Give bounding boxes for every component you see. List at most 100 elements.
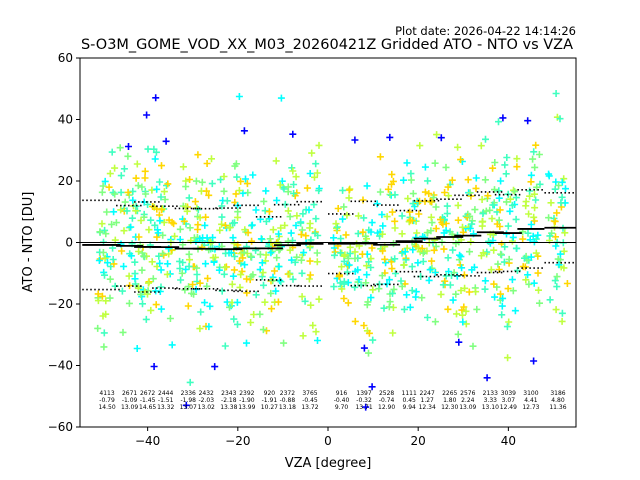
scatter-point (459, 228, 467, 236)
scatter-point (205, 323, 213, 331)
scatter-point (210, 257, 218, 265)
scatter-point (286, 213, 294, 221)
scatter-point (151, 155, 159, 163)
bin-mean-label: 3.33 (484, 397, 498, 404)
scatter-point (428, 198, 436, 206)
scatter-point (293, 253, 301, 261)
scatter-point (362, 232, 370, 240)
scatter-point (363, 262, 371, 270)
scatter-point (386, 298, 394, 306)
scatter-point (124, 188, 132, 196)
scatter-point (160, 188, 168, 196)
scatter-point (311, 173, 318, 181)
scatter-point (535, 286, 542, 294)
scatter-point (185, 262, 193, 270)
scatter-point (125, 143, 132, 150)
scatter-point (288, 256, 296, 264)
scatter-point (168, 218, 176, 226)
scatter-point (424, 229, 432, 237)
bin-mean-label: -2.03 (198, 397, 214, 404)
scatter-point (391, 217, 399, 225)
scatter-point (315, 187, 323, 195)
x-tick-label: −20 (225, 434, 250, 448)
scatter-point (530, 148, 538, 156)
scatter-point (118, 287, 126, 295)
scatter-point (416, 142, 424, 150)
scatter-point (380, 304, 388, 312)
scatter-point (237, 271, 245, 279)
scatter-point (289, 167, 297, 175)
scatter-point (510, 186, 517, 194)
scatter-point (521, 254, 528, 262)
scatter-point (300, 249, 308, 257)
scatter-point (268, 305, 275, 313)
scatter-point (123, 207, 131, 215)
scatter-point (133, 160, 141, 168)
scatter-point (364, 298, 372, 306)
scatter-point (495, 194, 503, 202)
scatter-point (144, 145, 152, 153)
scatter-point (256, 310, 264, 318)
scatter-point (455, 338, 463, 346)
scatter-point (298, 226, 306, 234)
x-axis-label: VZA [degree] (285, 456, 372, 471)
scatter-point (119, 328, 127, 336)
bin-count-label: 2671 (122, 390, 137, 397)
bin-count-label: 1111 (402, 390, 417, 397)
scatter-point (151, 221, 159, 229)
scatter-point (431, 159, 439, 167)
scatter-point (186, 224, 194, 232)
bin-std-label: 12.49 (500, 404, 517, 411)
scatter-point (467, 238, 475, 246)
scatter-point (495, 187, 503, 195)
scatter-point (158, 162, 165, 170)
scatter-point (301, 297, 309, 305)
scatter-point (211, 253, 219, 261)
scatter-point (409, 190, 417, 198)
scatter-point (481, 277, 489, 285)
scatter-point (408, 263, 416, 271)
scatter-point (466, 189, 474, 197)
scatter-point (392, 270, 399, 277)
scatter-point (552, 306, 560, 314)
y-tick-label: 20 (58, 174, 73, 188)
scatter-point (418, 294, 426, 302)
scatter-point (108, 220, 116, 228)
scatter-point (546, 232, 554, 240)
scatter-point (162, 137, 170, 145)
scatter-point (391, 224, 399, 232)
scatter-point (484, 192, 492, 200)
scatter-point (524, 117, 532, 125)
scatter-point (468, 220, 476, 228)
bin-count-label: 2392 (239, 390, 254, 397)
scatter-point (274, 298, 282, 306)
bin-count-label: 2444 (158, 390, 173, 397)
scatter-point (99, 182, 107, 190)
scatter-point (508, 201, 516, 209)
scatter-point (202, 260, 209, 268)
scatter-point (473, 305, 481, 313)
scatter-point (440, 229, 448, 237)
scatter-point (440, 245, 448, 253)
x-tick-label: 20 (411, 434, 426, 448)
scatter-point (315, 295, 323, 303)
scatter-point (556, 250, 564, 258)
scatter-point (100, 329, 108, 337)
bin-std-label: 14.50 (98, 404, 115, 411)
scatter-point (124, 152, 132, 160)
scatter-point (120, 165, 128, 173)
scatter-point (126, 282, 134, 290)
scatter-point (203, 282, 211, 290)
scatter-point (489, 164, 497, 172)
scatter-point (512, 244, 520, 252)
scatter-point (134, 182, 142, 190)
bin-mean-label: -0.40 (334, 397, 350, 404)
scatter-point (555, 261, 563, 269)
scatter-point (547, 199, 555, 207)
scatter-point (297, 256, 305, 264)
scatter-point (203, 187, 210, 195)
scatter-point (118, 247, 126, 255)
scatter-point (102, 297, 110, 305)
scatter-point (303, 184, 311, 192)
scatter-point (243, 275, 251, 283)
